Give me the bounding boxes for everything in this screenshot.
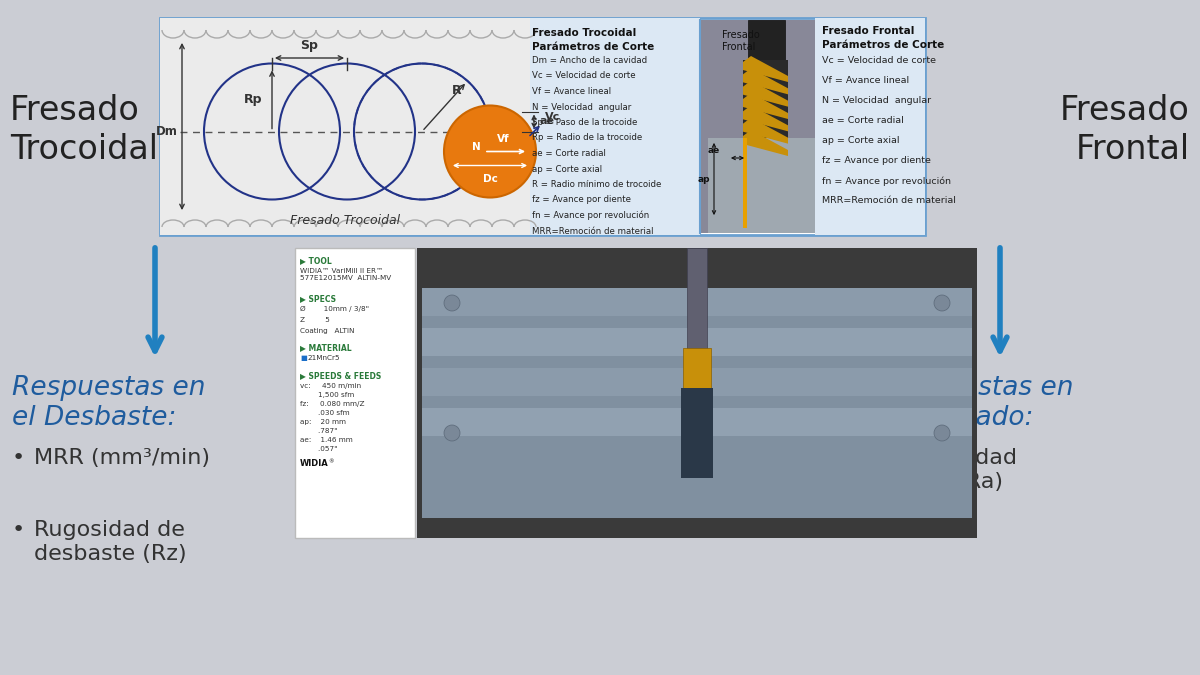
Text: MRR=Remoción de material: MRR=Remoción de material: [822, 196, 956, 205]
Text: Respuestas en
el acabado:: Respuestas en el acabado:: [880, 375, 1074, 431]
Text: ap = Corte axial: ap = Corte axial: [822, 136, 900, 145]
Bar: [682, 388, 713, 478]
Text: Vf: Vf: [497, 134, 509, 144]
Text: Sp: Sp: [300, 39, 318, 52]
Bar: [700, 20, 815, 233]
Text: Fresado
Trocoidal: Fresado Trocoidal: [10, 95, 158, 165]
Circle shape: [444, 105, 536, 198]
Bar: [422, 288, 972, 518]
Text: MRR=Remoción de material: MRR=Remoción de material: [532, 227, 654, 236]
Polygon shape: [743, 130, 788, 156]
Bar: [422, 288, 972, 316]
Text: Coating   ALTIN: Coating ALTIN: [300, 328, 354, 334]
Text: Vc = Velocidad de corte: Vc = Velocidad de corte: [822, 56, 936, 65]
Circle shape: [444, 425, 460, 441]
Text: R = Radio mínimo de trocoide: R = Radio mínimo de trocoide: [532, 180, 661, 189]
Text: ap:    20 mm: ap: 20 mm: [300, 419, 346, 425]
Polygon shape: [743, 68, 788, 95]
Text: ae = Corte radial: ae = Corte radial: [532, 149, 606, 158]
Text: Fresado Trocoidal
Parámetros de Corte: Fresado Trocoidal Parámetros de Corte: [532, 28, 654, 52]
Text: Ø        10mm / 3/8": Ø 10mm / 3/8": [300, 306, 370, 312]
Text: MRR (mm³/min): MRR (mm³/min): [34, 448, 210, 468]
Text: ®: ®: [328, 459, 334, 464]
Circle shape: [934, 295, 950, 311]
Text: Rugosidad
final (Ra): Rugosidad final (Ra): [902, 448, 1018, 492]
Bar: [530, 18, 700, 235]
Text: ▶ MATERIAL: ▶ MATERIAL: [300, 343, 352, 352]
Text: ▶ SPEEDS & FEEDS: ▶ SPEEDS & FEEDS: [300, 371, 382, 380]
Text: .030 sfm: .030 sfm: [300, 410, 349, 416]
Text: Fresado
Frontal: Fresado Frontal: [1060, 95, 1190, 165]
Text: Vf = Avance lineal: Vf = Avance lineal: [532, 87, 611, 96]
Bar: [683, 348, 710, 408]
Polygon shape: [743, 117, 788, 144]
Text: fz = Avance por diente: fz = Avance por diente: [532, 196, 631, 205]
Text: ap: ap: [697, 175, 710, 184]
Text: fn = Avance por revolución: fn = Avance por revolución: [822, 176, 952, 186]
Text: vc:     450 m/min: vc: 450 m/min: [300, 383, 361, 389]
Text: N = Velocidad  angular: N = Velocidad angular: [822, 96, 931, 105]
Bar: [743, 138, 746, 228]
Text: ■: ■: [300, 355, 307, 361]
Text: •: •: [880, 448, 893, 468]
Bar: [295, 248, 415, 538]
Text: Vc: Vc: [545, 111, 560, 121]
Circle shape: [444, 295, 460, 311]
Text: 1,500 sfm: 1,500 sfm: [300, 392, 354, 398]
Bar: [748, 20, 785, 65]
Polygon shape: [743, 56, 788, 82]
Text: Vc = Velocidad de corte: Vc = Velocidad de corte: [532, 72, 636, 80]
Text: Fresado Trocoidal: Fresado Trocoidal: [290, 215, 400, 227]
Text: ▶ SPECS: ▶ SPECS: [300, 294, 336, 303]
Bar: [815, 18, 925, 235]
Text: ae: ae: [708, 146, 720, 155]
Text: Rugosidad de
desbaste (Rz): Rugosidad de desbaste (Rz): [34, 520, 187, 564]
Text: ae: ae: [540, 117, 554, 126]
Bar: [422, 328, 972, 356]
Circle shape: [934, 425, 950, 441]
Text: fz = Avance por diente: fz = Avance por diente: [822, 156, 931, 165]
Text: Respuestas en
el Desbaste:: Respuestas en el Desbaste:: [12, 375, 205, 431]
Text: Fresado
Frontal: Fresado Frontal: [722, 30, 760, 53]
Text: WIDIA: WIDIA: [300, 459, 329, 468]
Text: N: N: [472, 142, 480, 153]
Text: N = Velocidad  angular: N = Velocidad angular: [532, 103, 631, 111]
Text: ae = Corte radial: ae = Corte radial: [822, 116, 904, 125]
Bar: [422, 368, 972, 396]
Text: Rp: Rp: [244, 93, 262, 106]
Bar: [418, 248, 977, 538]
Bar: [422, 408, 972, 436]
Text: R: R: [452, 84, 462, 97]
Text: Z         5: Z 5: [300, 317, 330, 323]
Polygon shape: [743, 105, 788, 132]
Bar: [743, 60, 788, 138]
Text: fz:     0.080 mm/Z: fz: 0.080 mm/Z: [300, 401, 365, 407]
Text: 21MnCr5: 21MnCr5: [307, 355, 340, 361]
Text: •: •: [12, 520, 25, 540]
Bar: [686, 248, 707, 368]
Text: .057": .057": [300, 446, 337, 452]
Bar: [160, 18, 530, 235]
Polygon shape: [743, 93, 788, 119]
Text: Dm = Ancho de la cavidad: Dm = Ancho de la cavidad: [532, 56, 647, 65]
Text: Sp = Paso de la trocoide: Sp = Paso de la trocoide: [532, 118, 637, 127]
Bar: [708, 138, 815, 233]
Text: ae:    1.46 mm: ae: 1.46 mm: [300, 437, 353, 443]
Bar: [160, 18, 925, 235]
Text: Rp = Radio de la trocoide: Rp = Radio de la trocoide: [532, 134, 642, 142]
Text: Vf = Avance lineal: Vf = Avance lineal: [822, 76, 910, 85]
Text: WIDIA™ VariMill II ER™
577E12015MV  ALTIN-MV: WIDIA™ VariMill II ER™ 577E12015MV ALTIN…: [300, 268, 391, 281]
Text: •: •: [12, 448, 25, 468]
Text: fn = Avance por revolución: fn = Avance por revolución: [532, 211, 649, 221]
Text: ▶ TOOL: ▶ TOOL: [300, 256, 331, 265]
Text: Dm: Dm: [156, 125, 178, 138]
Polygon shape: [743, 81, 788, 107]
Text: Fresado Frontal
Parámetros de Corte: Fresado Frontal Parámetros de Corte: [822, 26, 944, 50]
Text: ap = Corte axial: ap = Corte axial: [532, 165, 602, 173]
Text: .787": .787": [300, 428, 337, 434]
Text: Dc: Dc: [482, 173, 498, 184]
